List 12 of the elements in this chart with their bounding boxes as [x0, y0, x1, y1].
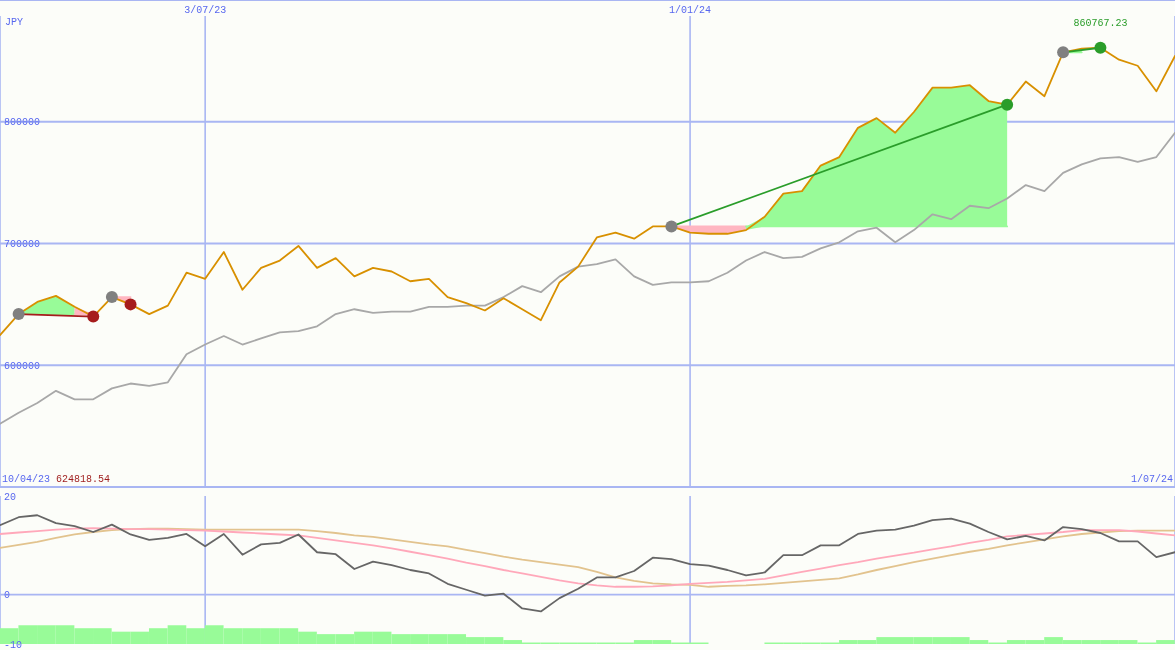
y-tick-label: 700000: [4, 239, 41, 250]
annotation: 1/07/24: [1130, 474, 1173, 485]
annotation: 624818.54: [56, 474, 111, 485]
y-tick-label: 20: [4, 491, 17, 503]
y-axis-title: JPY: [5, 17, 24, 28]
annotation: 860767.23: [1073, 17, 1128, 29]
x-tick-label: 1/01/24: [669, 5, 712, 16]
x-tick-label: 3/07/23: [184, 5, 227, 16]
y-tick-label: 800000: [4, 117, 41, 129]
y-tick-label: 0: [4, 590, 11, 602]
annotation: 10/04/23: [2, 474, 51, 485]
y-tick-label: 600000: [4, 360, 41, 372]
